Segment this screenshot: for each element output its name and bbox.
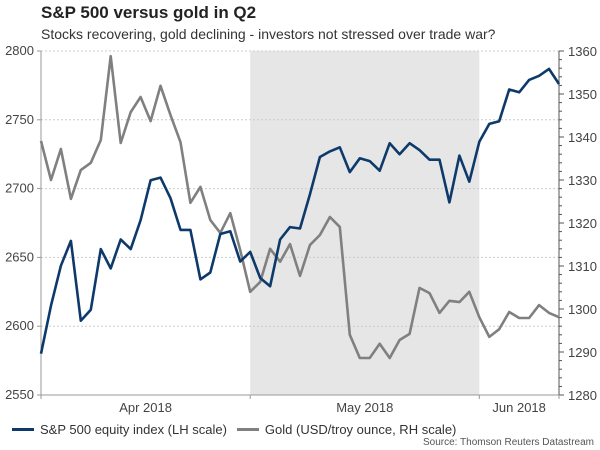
right-tick-label: 1330 [568,173,597,188]
right-tick-label: 1320 [568,216,597,231]
x-tick-label: May 2018 [336,400,393,415]
chart-svg: 2550 2600 2650 2700 2750 2800 1280 1290 1300 131… [5,43,597,415]
left-tick-label: 2600 [5,318,34,333]
right-tick-label: 1300 [568,302,597,317]
right-tick-label: 1310 [568,259,597,274]
legend-label-sp500: S&P 500 equity index (LH scale) [40,422,227,437]
left-axis-ticks: 2550 2600 2650 2700 2750 2800 [5,43,41,402]
source-note: Source: Thomson Reuters Datastream [422,437,594,448]
right-tick-label: 1340 [568,130,597,145]
left-tick-label: 2550 [5,387,34,402]
x-tick-label: Jun 2018 [492,400,546,415]
sp500-swatch [12,428,34,431]
chart-subtitle: Stocks recovering, gold declining - inve… [41,26,496,42]
right-tick-label: 1360 [568,44,597,59]
legend-item-sp500: S&P 500 equity index (LH scale) [12,422,227,437]
left-tick-label: 2650 [5,249,34,264]
gold-swatch [236,428,259,431]
left-tick-label: 2750 [5,112,34,127]
legend: S&P 500 equity index (LH scale) Gold (US… [12,422,466,437]
chart-title: S&P 500 versus gold in Q2 [41,3,257,22]
right-axis-ticks: 1280 1290 1300 1310 1320 1330 1340 1350 1360 [559,44,597,403]
series-lines [39,54,561,360]
left-tick-label: 2800 [5,43,34,58]
may-highlight-band [250,51,480,395]
legend-label-gold: Gold (USD/troy ounce, RH scale) [264,422,457,437]
right-tick-label: 1280 [568,388,597,403]
left-tick-label: 2700 [5,181,34,196]
right-tick-label: 1290 [568,345,597,360]
x-tick-label: Apr 2018 [119,400,172,415]
right-tick-label: 1350 [568,87,597,102]
legend-item-gold: Gold (USD/troy ounce, RH scale) [236,422,457,437]
x-axis-ticks: Apr 2018 May 2018 Jun 2018 [40,395,560,415]
